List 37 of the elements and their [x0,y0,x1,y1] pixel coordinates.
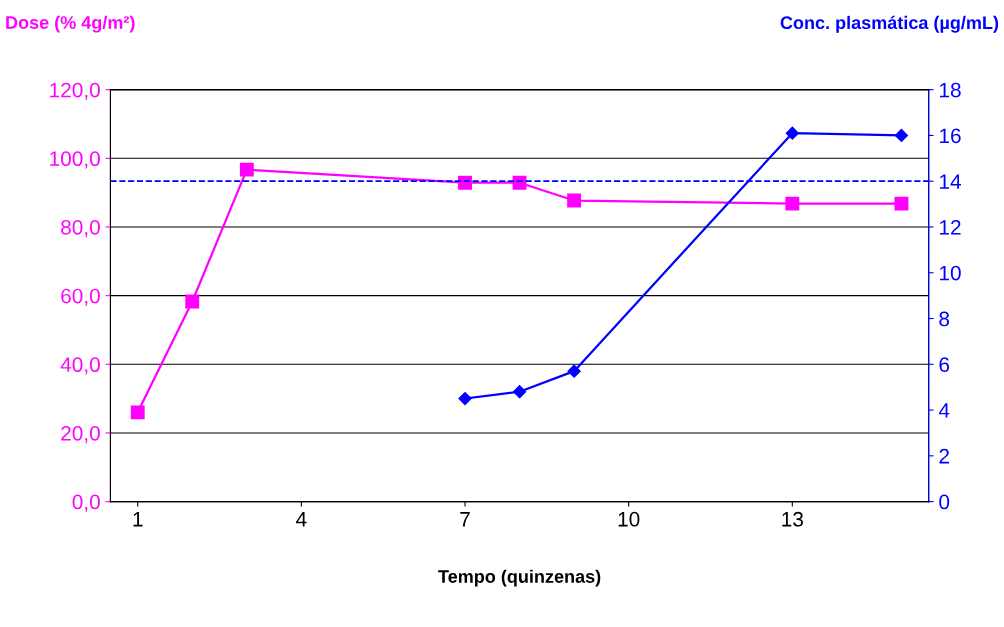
y2-tick-label: 2 [939,448,949,464]
y-tick-label: 0,0 [72,494,100,512]
y2-tick-label: 16 [940,128,961,144]
y2-tick-label: 4 [938,403,950,418]
x-axis-title: Tempo (quinzenas) [438,569,601,587]
y-tick-label: 80,0 [61,219,100,238]
point [785,126,799,140]
y-tick-label: 40,0 [60,357,100,375]
point [458,392,472,406]
y2-tick-label: 6 [939,357,950,373]
y2-tick-label: 12 [940,219,961,235]
x-tick-label: 4 [296,512,307,527]
x-tick-label: 1 [133,512,143,527]
y-axis-title: Dose (% 4g/m²) [6,15,135,33]
point [512,175,527,190]
x-tick-label: 7 [460,512,470,527]
point [894,128,909,143]
point [239,162,254,177]
point [567,364,581,378]
point [130,405,145,420]
y-tick-label: 120,0 [50,82,100,100]
point [894,196,909,211]
point [185,294,200,309]
y2-axis-title: Conc. plasmática (µg/mL) [780,15,999,33]
x-tick-label: 13 [782,511,803,527]
y-tick-label: 20,0 [61,425,100,444]
point [567,193,582,208]
y2-tick-label: 18 [940,82,961,98]
y2-tick-label: 10 [940,265,961,281]
y2-tick-label: 0 [939,494,950,510]
y-tick-label: 100,0 [50,151,100,169]
y2-tick-label: 8 [939,311,950,327]
point [785,196,800,211]
y2-tick-label: 14 [940,174,961,189]
y-tick-label: 60,0 [61,288,100,306]
point [512,385,527,399]
x-tick-label: 10 [618,511,640,527]
